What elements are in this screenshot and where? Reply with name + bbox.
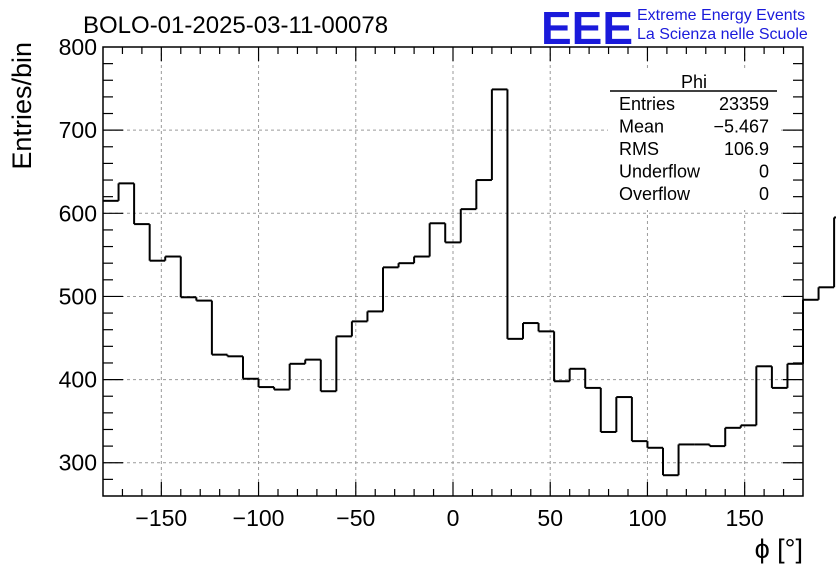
stats-row-label: Entries [619, 94, 675, 114]
stats-row-value: 23359 [719, 94, 769, 114]
stats-row-value: −5.467 [713, 117, 769, 137]
histogram-series [103, 88, 836, 477]
y-tick-label: 800 [59, 34, 97, 60]
stats-row-label: Overflow [619, 184, 691, 204]
x-tick-label: −150 [135, 505, 187, 531]
stats-box-background [608, 70, 780, 210]
x-tick-label: 150 [725, 505, 763, 531]
x-tick-labels: −150 −100 −50 0 50 100 150 [135, 505, 763, 531]
stats-row-label: Mean [619, 117, 664, 137]
x-tick-label: 100 [628, 505, 666, 531]
logo-line-2: La Scienza nelle Scuole [637, 26, 808, 43]
stats-row-value: 0 [759, 184, 769, 204]
logo-line-1: Extreme Energy Events [637, 7, 805, 24]
y-tick-label: 400 [59, 367, 97, 393]
x-tick-label: 0 [447, 505, 460, 531]
eee-logo: EEE [541, 2, 631, 54]
stats-row-label: Underflow [619, 162, 701, 182]
stats-row-value: 0 [759, 162, 769, 182]
y-tick-labels: 300 400 500 600 700 800 [59, 34, 97, 476]
y-tick-label: 700 [59, 117, 97, 143]
y-tick-label: 600 [59, 200, 97, 226]
x-tick-label: −100 [233, 505, 285, 531]
y-tick-label: 500 [59, 283, 97, 309]
y-axis-label: Entries/bin [7, 42, 37, 170]
stats-row-value: 106.9 [724, 139, 769, 159]
x-axis-label: ϕ [°] [755, 534, 803, 564]
x-tick-label: −50 [336, 505, 375, 531]
y-tick-label: 300 [59, 450, 97, 476]
x-tick-label: 50 [537, 505, 563, 531]
stats-row-label: RMS [619, 139, 659, 159]
axis-ticks [103, 47, 803, 496]
stats-box-name: Phi [681, 72, 707, 92]
stats-box: Phi Entries 23359 Mean −5.467 RMS 106.9 Underf… [608, 70, 780, 210]
chart-title: BOLO-01-2025-03-11-00078 [83, 12, 388, 39]
